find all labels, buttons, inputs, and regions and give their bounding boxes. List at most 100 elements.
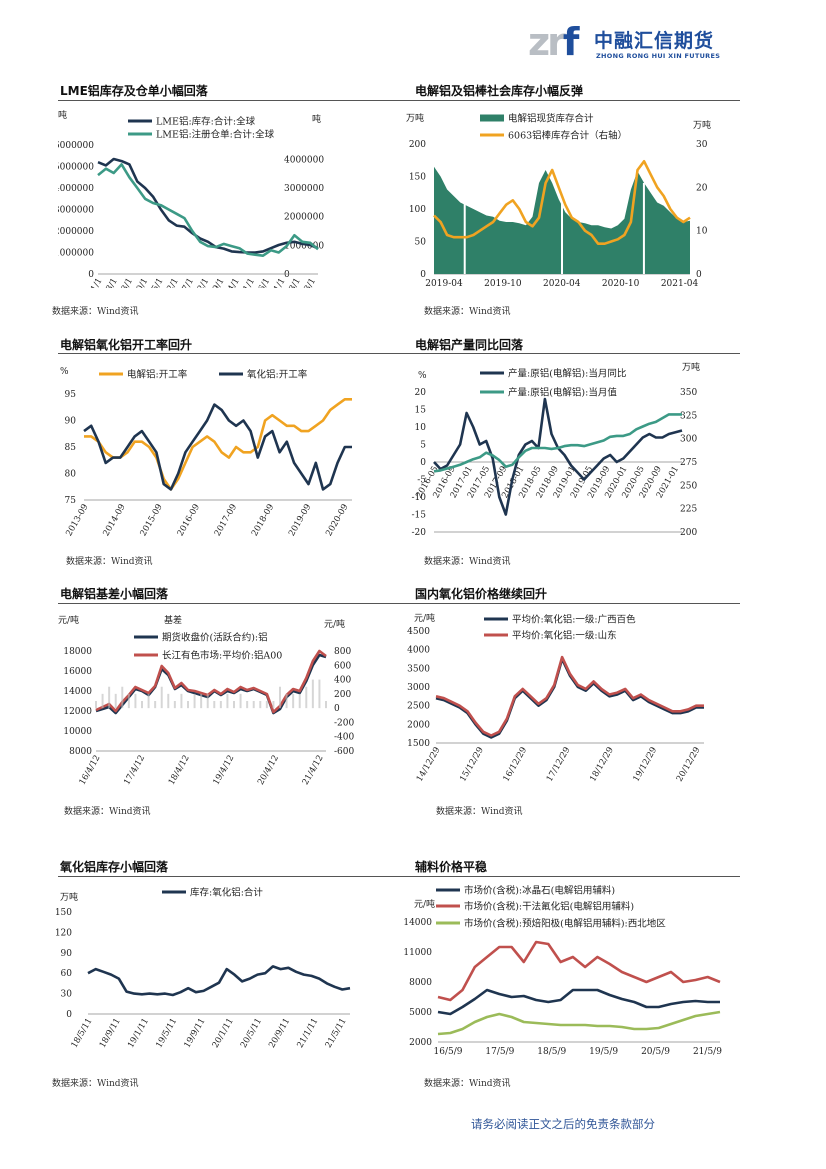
c8-xtick: 17/5/9 [485, 1047, 514, 1057]
c8-xtick: 18/5/9 [537, 1047, 566, 1057]
c5-basis-bar [200, 693, 203, 709]
c5-basis-bar [187, 701, 189, 709]
c1-ytick-left: 4000000 [58, 184, 94, 194]
c6-xtick: 16/12/29 [501, 746, 529, 784]
c7-ytick-left: 30 [61, 990, 73, 1000]
c5-basis-bar [160, 686, 163, 709]
c7-series-line [87, 965, 351, 997]
c1-xtick: 20/1/1 [265, 277, 287, 289]
c5-basis-bar [233, 701, 235, 709]
c5-basis-bar [147, 693, 150, 709]
c5-basis-bar [311, 679, 314, 709]
c5-ytick-right: -400 [334, 733, 354, 743]
c5-basis-bar [121, 686, 124, 709]
c5-ytick-right: -600 [334, 747, 354, 757]
c2-ytick-right: 30 [696, 140, 708, 150]
c4-ytick-left: -20 [412, 528, 427, 538]
c5-basis-bar [114, 693, 117, 709]
c5-ytick-right: -200 [334, 718, 354, 728]
c5-xtick: 16/4/12 [78, 754, 103, 787]
c4-ytick-left: -5 [417, 476, 426, 486]
c7-svg: 万吨 0 30 60 90 120 150 18/5/11 18/9/11 19/1/11 19/5… [55, 887, 351, 1050]
c5-basis-bar [154, 701, 157, 709]
c6-rule [410, 603, 740, 604]
c3-source: 数据来源：Wind资讯 [66, 557, 153, 567]
c3-xtick: 2019-09 [287, 503, 313, 539]
c8-source: 数据来源：Wind资讯 [424, 1079, 511, 1089]
c5-ytick-right: 800 [334, 647, 351, 657]
c5-title: 电解铝基差小幅回落 [60, 587, 169, 601]
c7-rule [58, 876, 682, 877]
c1-xtick: 18/11/1 [232, 277, 257, 289]
c8-ytick-left: 8000 [409, 978, 432, 988]
c6-svg: 元/吨 1500 2000 2500 3000 3500 4000 4500 14/12/29 1… [407, 612, 704, 784]
c5-ytick-right: 200 [334, 690, 351, 700]
c5-svg: 元/吨 元/吨基差80001000012000140001600018000-60… [58, 614, 354, 787]
c2-unit-left: 万吨 [406, 112, 424, 124]
c1-legend-label: LME铝:注册仓单:合计:全球 [156, 129, 275, 141]
c7-xtick: 18/5/11 [70, 1017, 95, 1050]
c3-rule [58, 353, 682, 354]
c3-xtick: 2015-09 [139, 503, 165, 539]
c5-xtick: 21/4/12 [301, 754, 326, 787]
c6-source: 数据来源：Wind资讯 [436, 807, 523, 817]
c8-title: 辅料价格平稳 [415, 860, 488, 874]
c4-ytick-right: 200 [680, 528, 697, 538]
c5-legend-label: 期货收盘价(活跃合约):铝 [162, 632, 268, 644]
c6-chart: 元/吨 1500 2000 2500 3000 3500 4000 4500 14/12/29 1… [404, 609, 734, 799]
c5-basis-bar [318, 679, 321, 709]
c5-xtick: 17/4/12 [122, 754, 147, 787]
c5-basis-bar [279, 686, 281, 709]
c5-unit-right: 元/吨 [324, 618, 345, 630]
c8-series-line [437, 988, 720, 1016]
c5-ytick-left: 14000 [63, 687, 92, 697]
c3-chart: % 75 80 85 90 95 2013-09 2014-09 2015-09 2016-09 2… [54, 360, 354, 550]
c6-xtick: 20/12/29 [675, 746, 703, 784]
c7-ytick-left: 150 [55, 908, 72, 918]
c1-xtick: 17/2/1 [189, 277, 211, 289]
c6-ytick-left: 3000 [407, 683, 430, 693]
c2-chart: 万吨 万吨 0 50 100 150 200 0 10 20 30 2019-04 2019-10 202… [404, 108, 734, 293]
c1-title: LME铝库存及仓单小幅回落 [60, 84, 208, 98]
c1-unit-left: 吨 [58, 109, 67, 121]
c1-xtick: 13/1/1 [82, 277, 104, 289]
c2-ytick-left: 200 [409, 140, 426, 150]
c7-ytick-left: 90 [61, 949, 73, 959]
c5-ytick-right: 0 [334, 704, 340, 714]
c8-series-line [437, 940, 721, 1002]
c1-xtick: 19/6/1 [250, 277, 272, 289]
c7-chart: 万吨 0 30 60 90 120 150 18/5/11 18/9/11 19/1/11 19/5… [52, 880, 362, 1070]
c2-xtick: 2019-10 [484, 279, 522, 289]
c3-xtick: 2013-09 [64, 503, 90, 539]
c8-unit-left: 元/吨 [414, 898, 435, 910]
c7-ytick-left: 0 [66, 1010, 72, 1020]
c6-unit-left: 元/吨 [414, 612, 435, 624]
c1-xtick: 17/9/1 [204, 277, 226, 289]
c3-legend-label: 氧化铝:开工率 [247, 369, 308, 381]
c4-rule [410, 353, 740, 354]
c5-xtick: 18/4/12 [167, 754, 192, 787]
c7-xtick: 19/5/11 [154, 1017, 179, 1050]
c2-unit-right: 万吨 [693, 119, 711, 131]
c1-source: 数据来源：Wind资讯 [52, 307, 139, 317]
c8-xtick: 19/5/9 [589, 1047, 618, 1057]
c3-ytick-left: 80 [65, 470, 77, 480]
c4-ytick-left: 5 [420, 441, 426, 451]
c1-series-line [97, 157, 319, 254]
logo-english-name: ZHONG RONG HUI XIN FUTURES [596, 52, 721, 60]
c4-ytick-right: 250 [680, 481, 697, 491]
c5-basis-bar [298, 693, 301, 709]
c3-xtick: 2016-09 [176, 503, 202, 539]
c4-ytick-left: 20 [415, 388, 427, 398]
c2-xtick: 2021-04 [661, 279, 699, 289]
brand-logo: zrf 中融汇信期货 ZHONG RONG HUI XIN FUTURES [528, 18, 738, 66]
c1-xtick: 15/12/1 [156, 277, 181, 289]
c3-xtick: 2018-09 [250, 503, 276, 539]
c4-unit-right: 万吨 [682, 361, 700, 373]
c7-xtick: 20/9/11 [267, 1017, 292, 1050]
c5-ytick-left: 10000 [63, 727, 92, 737]
disclaimer-footer: 请务必阅读正文之后的免责条款部分 [471, 1117, 655, 1131]
c2-xtick: 2020-10 [602, 279, 640, 289]
c3-xtick: 2020-09 [324, 503, 350, 539]
